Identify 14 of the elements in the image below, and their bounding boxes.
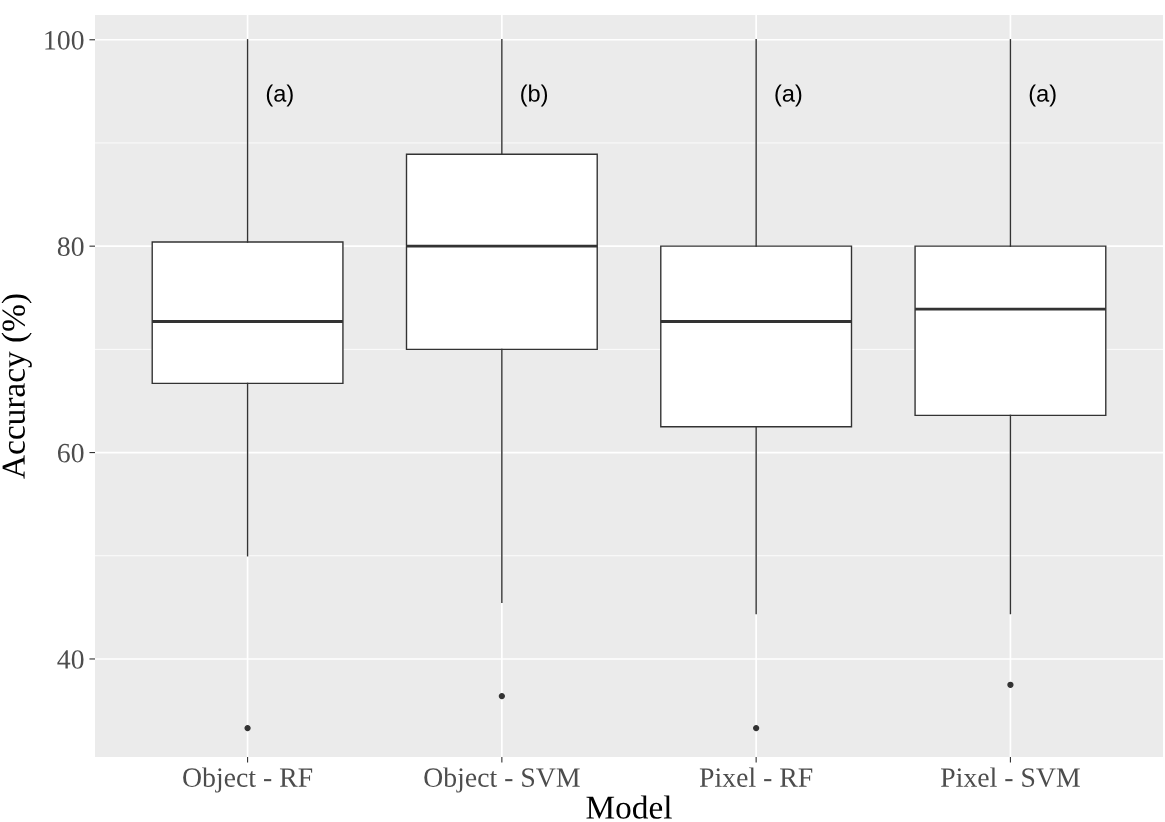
annotation: (a): [266, 84, 293, 107]
annotation: (a): [775, 84, 802, 107]
y-axis-title: Accuracy (%): [1, 294, 32, 479]
annotation: (b): [521, 84, 548, 107]
x-tick-label: Pixel - SVM: [941, 767, 1080, 788]
x-tick-label: Object - SVM: [424, 767, 580, 793]
y-tick-label: 100: [45, 30, 84, 50]
annotation: (a): [1029, 84, 1056, 107]
x-tick-label: Pixel - RF: [699, 767, 813, 787]
y-tick-label: 80: [57, 237, 84, 257]
y-tick-label: 60: [58, 443, 84, 463]
x-axis-title: Model: [586, 795, 672, 819]
x-tick-label: Object - RF: [183, 767, 313, 793]
y-tick-label: 40: [57, 650, 84, 669]
